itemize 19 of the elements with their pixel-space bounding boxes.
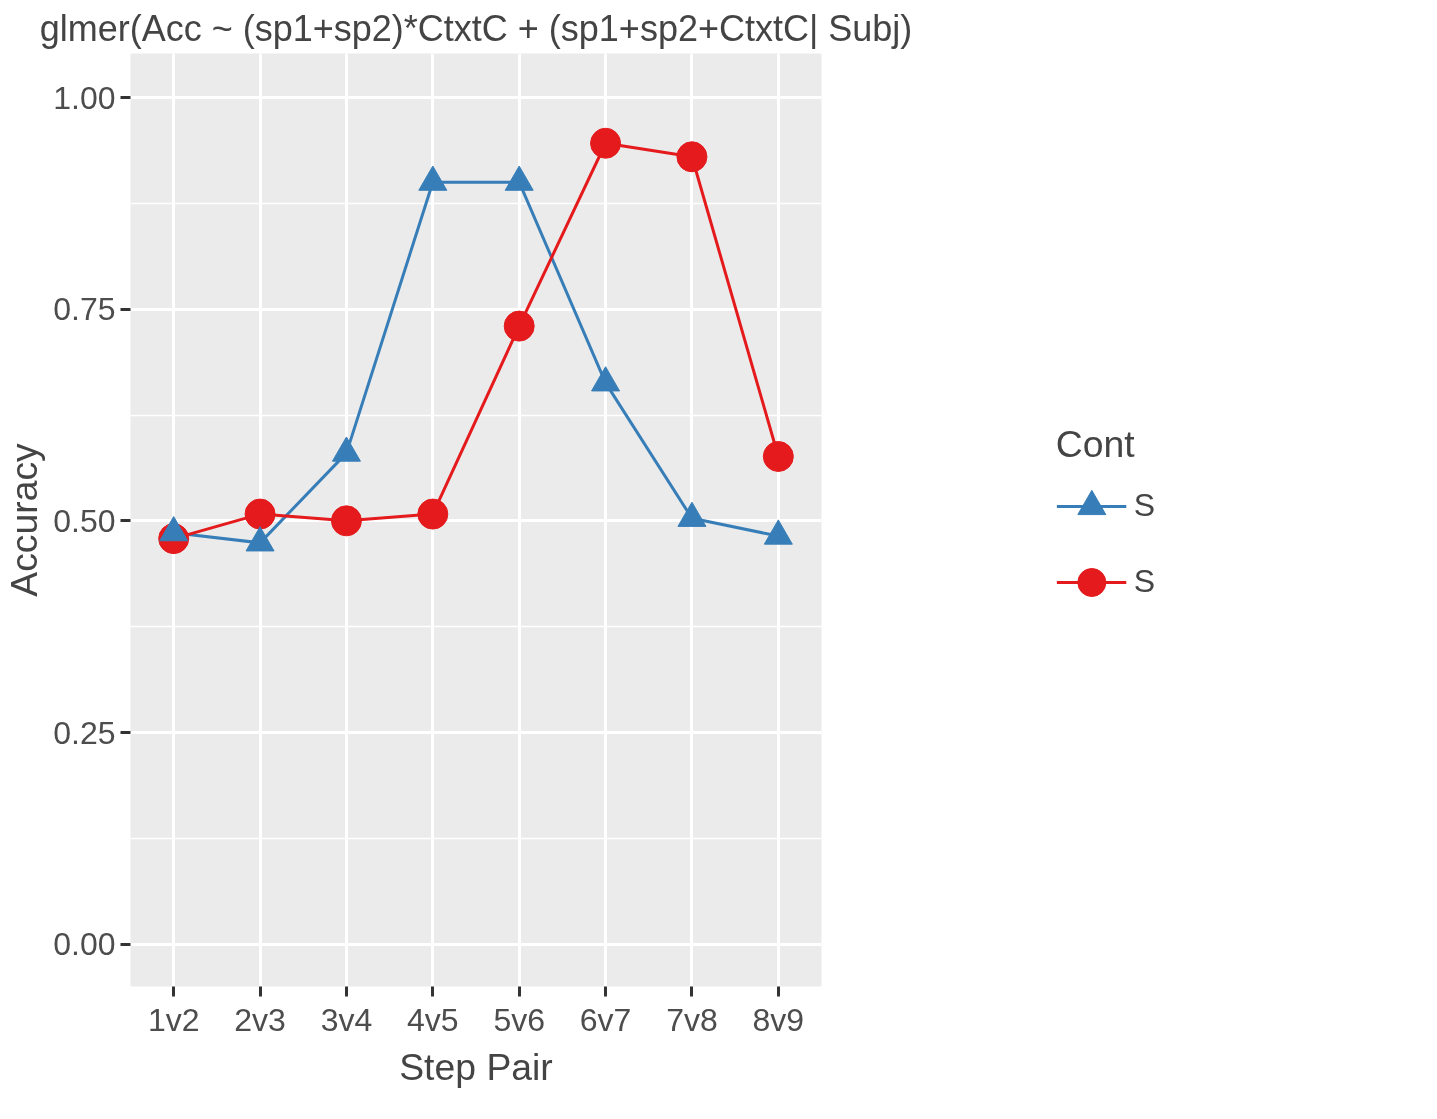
legend-label: S (1133, 563, 1156, 600)
y-tick-label: 0.25 (53, 714, 116, 751)
legend-label: S (1133, 487, 1156, 524)
x-tick-label: 5v6 (493, 1001, 545, 1038)
x-tick-label: 6v7 (579, 1001, 632, 1038)
chart-title: glmer(Acc ~ (sp1+sp2)*CtxtC + (sp1+sp2+CtxtC| Subj) (39, 7, 913, 49)
y-tick-label: 0.00 (53, 926, 116, 963)
y-tick-label: 0.50 (53, 502, 116, 539)
x-tick-label: 2v3 (234, 1001, 286, 1038)
x-tick-label: 7v8 (666, 1001, 718, 1038)
x-tick-label: 1v2 (147, 1001, 200, 1038)
x-tick-label: 4v5 (407, 1001, 459, 1038)
x-tick-label: 8v9 (752, 1001, 805, 1038)
x-axis-title: Step Pair (399, 1045, 553, 1088)
y-axis-title: Accuracy (3, 442, 46, 597)
y-tick-label: 1.00 (53, 79, 116, 116)
legend-title: Cont (1055, 422, 1136, 466)
y-tick-label: 0.75 (53, 291, 116, 328)
x-tick-label: 3v4 (320, 1001, 373, 1038)
